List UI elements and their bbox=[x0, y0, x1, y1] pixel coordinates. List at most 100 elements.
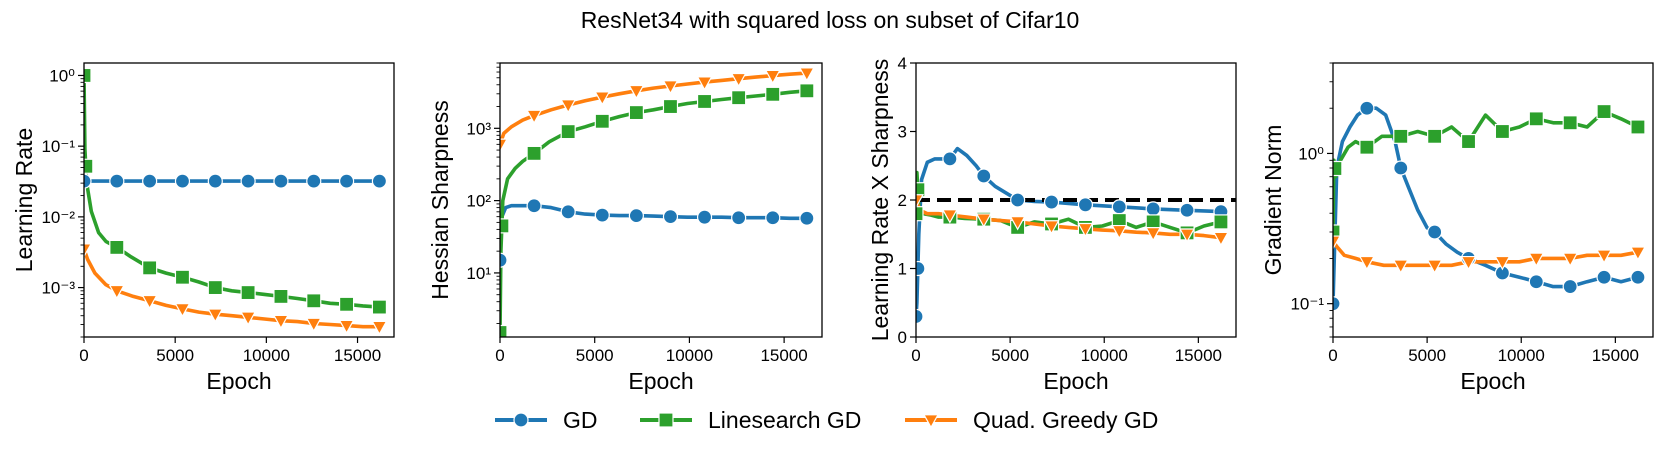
legend-item-quad-greedy-gd: Quad. Greedy GD bbox=[905, 407, 1158, 433]
data-point-marker bbox=[526, 145, 542, 161]
axes-frame bbox=[499, 62, 823, 338]
data-point-marker bbox=[1596, 103, 1612, 120]
y-tick-label: 10² bbox=[466, 192, 491, 211]
series-line-quad-greedy-gd bbox=[1333, 239, 1640, 268]
x-tick-label: 10000 bbox=[1498, 346, 1545, 365]
data-point-marker bbox=[1393, 128, 1409, 144]
data-point-marker bbox=[108, 284, 125, 300]
data-point-marker bbox=[174, 173, 191, 189]
data-point-marker bbox=[1596, 249, 1613, 264]
y-axis-label: Hessian Sharpness bbox=[427, 100, 453, 299]
legend-label: GD bbox=[563, 407, 598, 433]
data-point-marker bbox=[142, 173, 158, 189]
data-point-marker bbox=[799, 83, 815, 99]
data-point-marker bbox=[273, 173, 289, 189]
x-tick-label: 15000 bbox=[760, 346, 807, 365]
x-tick-label: 5000 bbox=[991, 346, 1029, 365]
data-point-marker bbox=[696, 76, 713, 91]
y-axis-label: Learning Rate bbox=[11, 128, 37, 273]
y-tick-label: 10⁰ bbox=[49, 66, 75, 85]
data-point-marker bbox=[765, 210, 781, 226]
panel-3: 0 1 2 3 4 0 5000 10000 15000 Epoch Learning Rate X… bbox=[867, 54, 1237, 394]
data-point-marker bbox=[662, 80, 679, 95]
data-point-marker bbox=[731, 210, 747, 226]
data-point-marker bbox=[272, 314, 289, 330]
data-point-marker bbox=[1562, 252, 1579, 268]
data-point-marker bbox=[1333, 224, 1341, 240]
x-tick-label: 15000 bbox=[1175, 346, 1222, 365]
x-tick-label: 0 bbox=[495, 346, 504, 365]
data-point-marker bbox=[84, 158, 94, 174]
y-tick-label: 10⁻³ bbox=[41, 279, 75, 298]
data-point-marker bbox=[240, 173, 256, 189]
legend: GD Linesearch GD Quad. Greedy GD bbox=[495, 407, 1158, 433]
data-point-marker bbox=[1494, 123, 1511, 140]
legend-item-gd: GD bbox=[495, 407, 598, 433]
data-point-marker bbox=[1145, 227, 1162, 242]
data-point-marker bbox=[1179, 202, 1195, 218]
y-tick-label: 2 bbox=[898, 191, 907, 210]
y-axis-label: Gradient Norm bbox=[1260, 125, 1286, 276]
data-point-marker bbox=[696, 93, 713, 110]
data-point-marker bbox=[1427, 224, 1443, 240]
data-point-marker bbox=[1010, 192, 1026, 208]
data-point-marker bbox=[1392, 259, 1409, 274]
series-line-linesearch-gd bbox=[1333, 109, 1640, 234]
x-tick-label: 0 bbox=[79, 346, 88, 365]
data-point-marker bbox=[1494, 255, 1511, 271]
data-point-marker bbox=[764, 69, 781, 85]
data-point-marker bbox=[207, 279, 223, 296]
series-line-linesearch-gd bbox=[500, 89, 809, 335]
data-point-marker bbox=[1630, 119, 1646, 135]
data-point-marker bbox=[765, 86, 781, 102]
data-point-marker bbox=[84, 67, 92, 84]
y-tick-label: 10⁻¹ bbox=[1290, 295, 1324, 314]
data-point-marker bbox=[109, 239, 125, 256]
panel-2: 10¹ 10² 10³ 0 5000 10000 15000 Epoch Hessian Sha… bbox=[427, 62, 823, 394]
y-tick-label: 4 bbox=[898, 54, 907, 73]
data-point-marker bbox=[338, 173, 355, 189]
data-point-marker bbox=[1333, 160, 1343, 177]
data-point-marker bbox=[1358, 255, 1375, 271]
panel-1: 10⁻³ 10⁻² 10⁻¹ 10⁰ 0 5000 10000 15000 Epoch Learn… bbox=[11, 62, 395, 394]
x-tick-label: 15000 bbox=[334, 346, 381, 365]
data-point-marker bbox=[273, 288, 289, 305]
data-point-marker bbox=[174, 303, 191, 318]
data-point-marker bbox=[109, 173, 125, 189]
data-point-marker bbox=[500, 252, 508, 268]
legend-marker bbox=[922, 414, 940, 429]
data-point-marker bbox=[1562, 278, 1578, 295]
data-point-marker bbox=[798, 67, 815, 82]
data-point-marker bbox=[371, 173, 388, 189]
data-point-marker bbox=[1630, 269, 1646, 285]
x-axis-label: Epoch bbox=[1043, 368, 1108, 394]
legend-item-linesearch-gd: Linesearch GD bbox=[640, 407, 861, 433]
figure-title: ResNet34 with squared loss on subset of … bbox=[581, 7, 1080, 33]
data-point-marker bbox=[1359, 139, 1375, 155]
data-point-marker bbox=[84, 173, 92, 189]
data-point-marker bbox=[306, 293, 322, 309]
data-point-marker bbox=[594, 91, 611, 106]
data-point-marker bbox=[916, 260, 926, 277]
axes-frame bbox=[1332, 62, 1654, 338]
data-point-marker bbox=[560, 99, 577, 114]
data-point-marker bbox=[207, 173, 223, 189]
legend-marker bbox=[513, 412, 529, 428]
legend-label: Quad. Greedy GD bbox=[973, 407, 1158, 433]
data-point-marker bbox=[976, 168, 992, 184]
data-point-marker bbox=[628, 208, 644, 224]
data-point-marker bbox=[1043, 194, 1060, 210]
x-axis-label: Epoch bbox=[1460, 368, 1525, 394]
data-point-marker bbox=[500, 138, 509, 153]
data-point-marker bbox=[1111, 199, 1127, 215]
x-tick-label: 15000 bbox=[1592, 346, 1639, 365]
data-point-marker bbox=[207, 308, 224, 323]
x-tick-label: 0 bbox=[911, 346, 920, 365]
data-point-marker bbox=[1460, 133, 1477, 150]
data-point-marker bbox=[1043, 220, 1060, 235]
data-point-marker bbox=[916, 206, 924, 222]
series-line-quad-greedy-gd bbox=[84, 247, 382, 329]
data-point-marker bbox=[730, 72, 747, 88]
